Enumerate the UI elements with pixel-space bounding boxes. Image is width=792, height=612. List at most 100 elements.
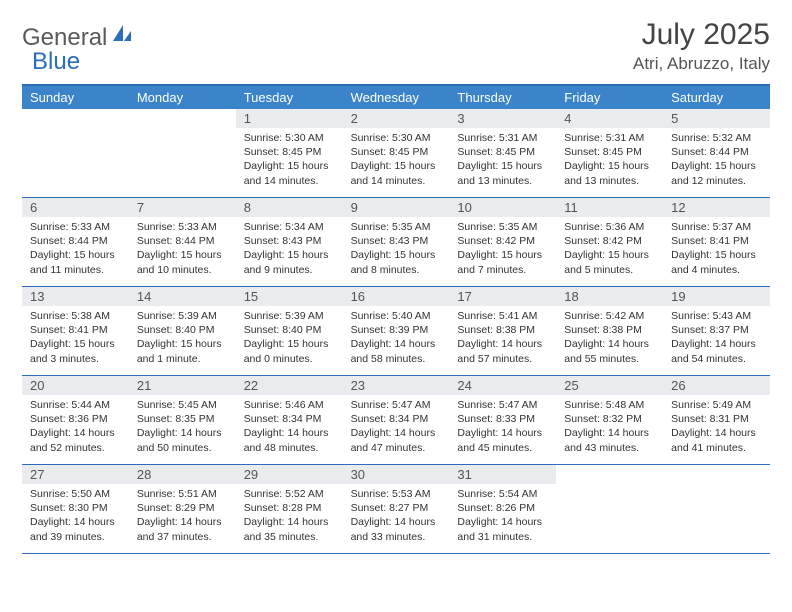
day-number: 7 [129, 198, 236, 217]
day-content: Sunrise: 5:32 AMSunset: 8:44 PMDaylight:… [663, 128, 770, 194]
sunset-text: Sunset: 8:45 PM [564, 145, 655, 159]
day-cell: 5Sunrise: 5:32 AMSunset: 8:44 PMDaylight… [663, 109, 770, 197]
daylight-text: Daylight: 15 hours and 10 minutes. [137, 248, 228, 276]
day-number: 2 [343, 109, 450, 128]
sunset-text: Sunset: 8:28 PM [244, 501, 335, 515]
dow-header: Tuesday [236, 86, 343, 109]
sunrise-text: Sunrise: 5:51 AM [137, 487, 228, 501]
sunset-text: Sunset: 8:34 PM [244, 412, 335, 426]
day-cell: 12Sunrise: 5:37 AMSunset: 8:41 PMDayligh… [663, 198, 770, 286]
sunrise-text: Sunrise: 5:33 AM [137, 220, 228, 234]
day-number: 14 [129, 287, 236, 306]
daylight-text: Daylight: 14 hours and 52 minutes. [30, 426, 121, 454]
daylight-text: Daylight: 14 hours and 35 minutes. [244, 515, 335, 543]
sunrise-text: Sunrise: 5:34 AM [244, 220, 335, 234]
sunrise-text: Sunrise: 5:35 AM [351, 220, 442, 234]
day-cell: 1Sunrise: 5:30 AMSunset: 8:45 PMDaylight… [236, 109, 343, 197]
day-content: Sunrise: 5:34 AMSunset: 8:43 PMDaylight:… [236, 217, 343, 283]
day-content: Sunrise: 5:54 AMSunset: 8:26 PMDaylight:… [449, 484, 556, 550]
day-cell: 30Sunrise: 5:53 AMSunset: 8:27 PMDayligh… [343, 465, 450, 553]
calendar: SundayMondayTuesdayWednesdayThursdayFrid… [22, 84, 770, 554]
sunset-text: Sunset: 8:44 PM [137, 234, 228, 248]
day-cell: 20Sunrise: 5:44 AMSunset: 8:36 PMDayligh… [22, 376, 129, 464]
sunrise-text: Sunrise: 5:39 AM [137, 309, 228, 323]
sunset-text: Sunset: 8:38 PM [564, 323, 655, 337]
day-cell: 4Sunrise: 5:31 AMSunset: 8:45 PMDaylight… [556, 109, 663, 197]
day-cell: 23Sunrise: 5:47 AMSunset: 8:34 PMDayligh… [343, 376, 450, 464]
sunrise-text: Sunrise: 5:52 AM [244, 487, 335, 501]
day-content: Sunrise: 5:52 AMSunset: 8:28 PMDaylight:… [236, 484, 343, 550]
day-number: 31 [449, 465, 556, 484]
day-cell: 28Sunrise: 5:51 AMSunset: 8:29 PMDayligh… [129, 465, 236, 553]
day-number: 16 [343, 287, 450, 306]
day-cell: 21Sunrise: 5:45 AMSunset: 8:35 PMDayligh… [129, 376, 236, 464]
day-cell: 25Sunrise: 5:48 AMSunset: 8:32 PMDayligh… [556, 376, 663, 464]
week-row: 1Sunrise: 5:30 AMSunset: 8:45 PMDaylight… [22, 109, 770, 198]
dow-header: Thursday [449, 86, 556, 109]
day-cell: 22Sunrise: 5:46 AMSunset: 8:34 PMDayligh… [236, 376, 343, 464]
day-content: Sunrise: 5:47 AMSunset: 8:34 PMDaylight:… [343, 395, 450, 461]
day-number: 8 [236, 198, 343, 217]
day-content: Sunrise: 5:31 AMSunset: 8:45 PMDaylight:… [449, 128, 556, 194]
day-cell [22, 109, 129, 197]
dow-header: Monday [129, 86, 236, 109]
daylight-text: Daylight: 15 hours and 4 minutes. [671, 248, 762, 276]
daylight-text: Daylight: 14 hours and 39 minutes. [30, 515, 121, 543]
daylight-text: Daylight: 15 hours and 13 minutes. [457, 159, 548, 187]
daylight-text: Daylight: 14 hours and 50 minutes. [137, 426, 228, 454]
day-content: Sunrise: 5:42 AMSunset: 8:38 PMDaylight:… [556, 306, 663, 372]
day-number: 18 [556, 287, 663, 306]
daylight-text: Daylight: 15 hours and 7 minutes. [457, 248, 548, 276]
sunrise-text: Sunrise: 5:39 AM [244, 309, 335, 323]
day-content: Sunrise: 5:30 AMSunset: 8:45 PMDaylight:… [343, 128, 450, 194]
daylight-text: Daylight: 15 hours and 13 minutes. [564, 159, 655, 187]
sunset-text: Sunset: 8:40 PM [137, 323, 228, 337]
daylight-text: Daylight: 14 hours and 43 minutes. [564, 426, 655, 454]
day-number: 12 [663, 198, 770, 217]
sunset-text: Sunset: 8:30 PM [30, 501, 121, 515]
dow-header: Sunday [22, 86, 129, 109]
day-number: 4 [556, 109, 663, 128]
daylight-text: Daylight: 14 hours and 47 minutes. [351, 426, 442, 454]
sunset-text: Sunset: 8:43 PM [351, 234, 442, 248]
day-cell: 27Sunrise: 5:50 AMSunset: 8:30 PMDayligh… [22, 465, 129, 553]
dow-row: SundayMondayTuesdayWednesdayThursdayFrid… [22, 86, 770, 109]
day-cell: 7 Sunrise: 5:33 AMSunset: 8:44 PMDaylight… [129, 198, 236, 286]
day-content: Sunrise: 5:33 AMSunset: 8:44 PMDaylight:… [22, 217, 129, 283]
daylight-text: Daylight: 14 hours and 31 minutes. [457, 515, 548, 543]
dow-header: Wednesday [343, 86, 450, 109]
day-cell [556, 465, 663, 553]
day-content: Sunrise: 5:49 AMSunset: 8:31 PMDaylight:… [663, 395, 770, 461]
day-cell: 11Sunrise: 5:36 AMSunset: 8:42 PMDayligh… [556, 198, 663, 286]
day-cell: 26Sunrise: 5:49 AMSunset: 8:31 PMDayligh… [663, 376, 770, 464]
day-cell: 29Sunrise: 5:52 AMSunset: 8:28 PMDayligh… [236, 465, 343, 553]
sunrise-text: Sunrise: 5:31 AM [457, 131, 548, 145]
sunset-text: Sunset: 8:41 PM [671, 234, 762, 248]
day-number: 11 [556, 198, 663, 217]
dow-header: Saturday [663, 86, 770, 109]
daylight-text: Daylight: 15 hours and 0 minutes. [244, 337, 335, 365]
daylight-text: Daylight: 15 hours and 14 minutes. [351, 159, 442, 187]
week-row: 6Sunrise: 5:33 AMSunset: 8:44 PMDaylight… [22, 198, 770, 287]
day-number: 29 [236, 465, 343, 484]
day-number: 1 [236, 109, 343, 128]
day-number: 13 [22, 287, 129, 306]
day-cell: 6Sunrise: 5:33 AMSunset: 8:44 PMDaylight… [22, 198, 129, 286]
day-cell: 9 Sunrise: 5:35 AMSunset: 8:43 PMDaylight… [343, 198, 450, 286]
sunrise-text: Sunrise: 5:47 AM [351, 398, 442, 412]
daylight-text: Daylight: 14 hours and 58 minutes. [351, 337, 442, 365]
day-cell: 18Sunrise: 5:42 AMSunset: 8:38 PMDayligh… [556, 287, 663, 375]
day-number: 22 [236, 376, 343, 395]
sunrise-text: Sunrise: 5:50 AM [30, 487, 121, 501]
daylight-text: Daylight: 15 hours and 8 minutes. [351, 248, 442, 276]
day-number: 19 [663, 287, 770, 306]
day-content: Sunrise: 5:36 AMSunset: 8:42 PMDaylight:… [556, 217, 663, 283]
sunrise-text: Sunrise: 5:42 AM [564, 309, 655, 323]
day-number: 6 [22, 198, 129, 217]
day-cell: 15Sunrise: 5:39 AMSunset: 8:40 PMDayligh… [236, 287, 343, 375]
sunrise-text: Sunrise: 5:41 AM [457, 309, 548, 323]
logo-text-blue: Blue [32, 48, 80, 76]
daylight-text: Daylight: 14 hours and 48 minutes. [244, 426, 335, 454]
sunrise-text: Sunrise: 5:30 AM [244, 131, 335, 145]
day-number: 9 [343, 198, 450, 217]
